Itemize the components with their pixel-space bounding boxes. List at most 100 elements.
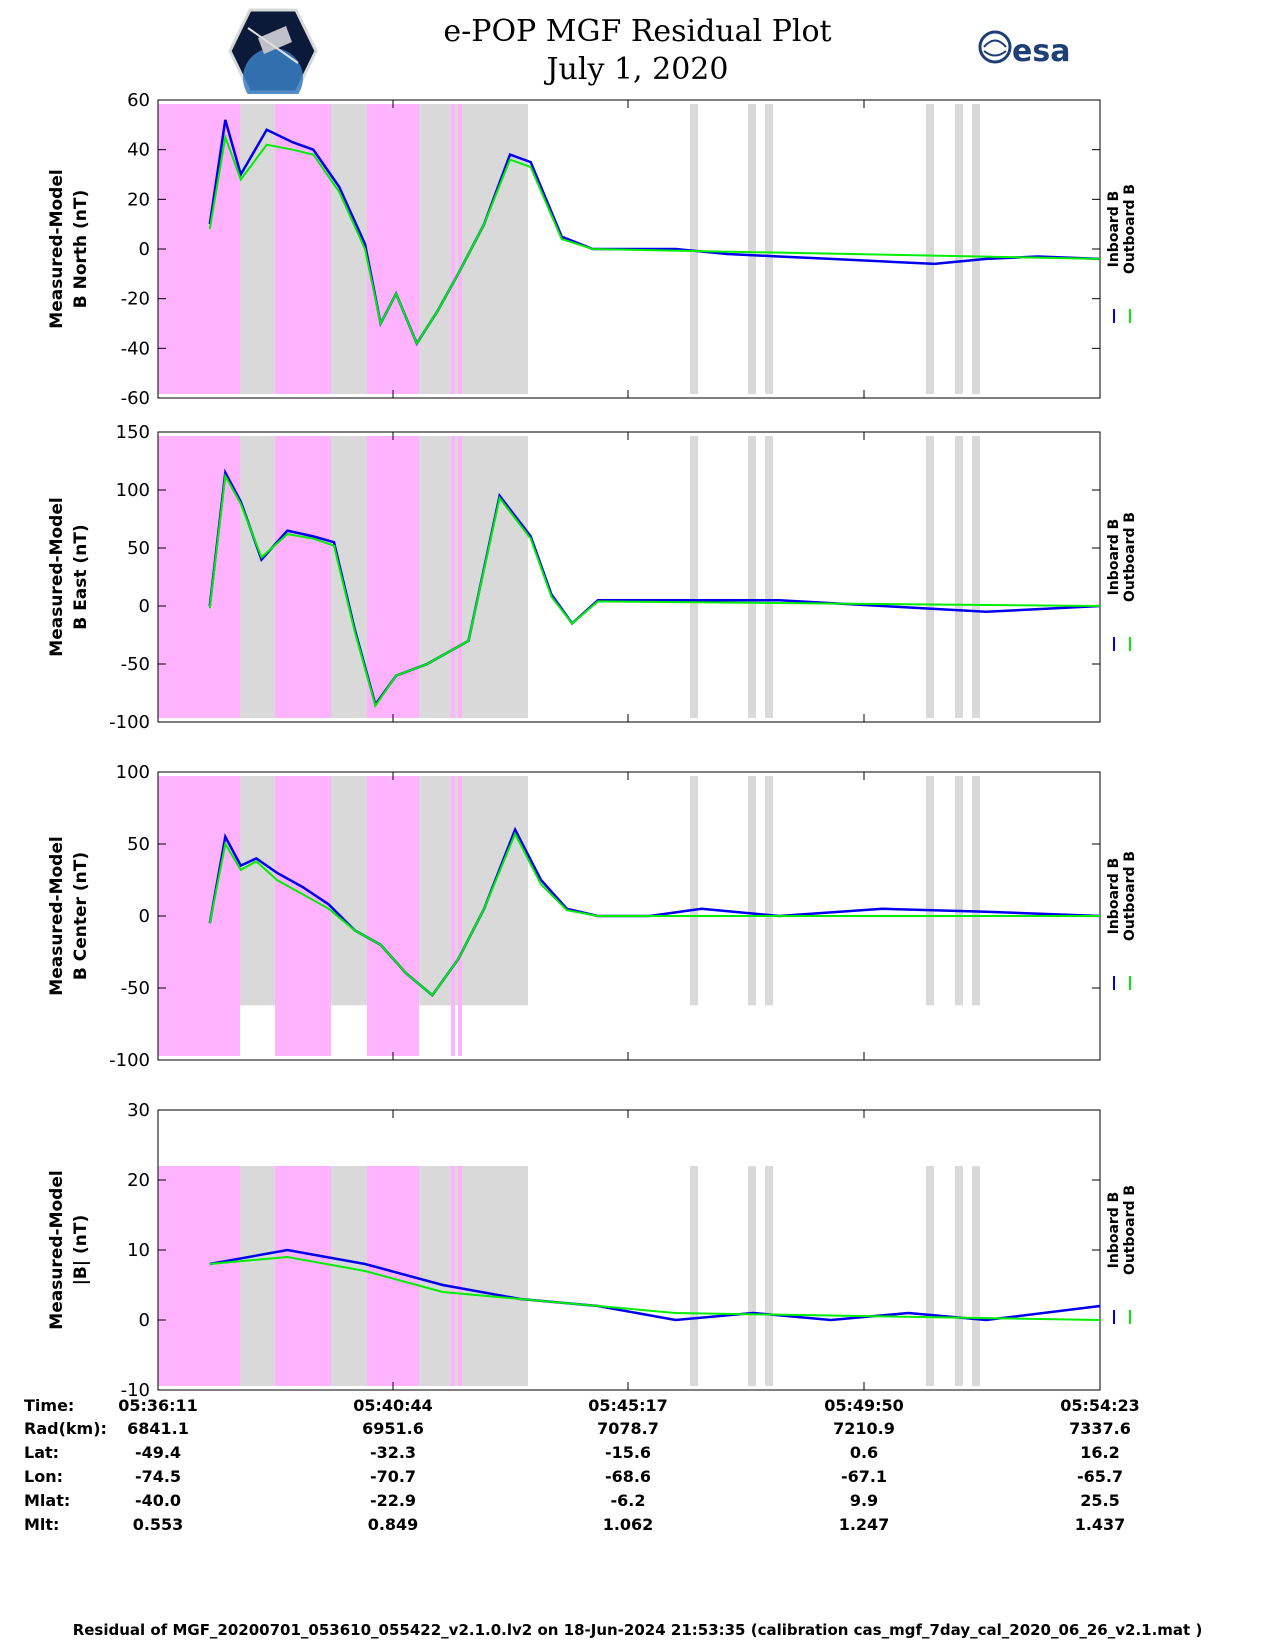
y-tick-label: 100 [116, 762, 150, 783]
table-cell: 6841.1 [127, 1419, 189, 1438]
data-gap-band [972, 104, 980, 394]
data-gap-band [331, 776, 367, 1006]
eclipse-band [275, 1166, 331, 1386]
data-gap-band [462, 776, 528, 1006]
data-gap-band [765, 104, 773, 394]
legend-label: Outboard B [1122, 184, 1138, 274]
data-gap-band [419, 104, 451, 394]
data-gap-band [240, 104, 275, 394]
eclipse-band [367, 104, 419, 394]
table-cell: 25.5 [1080, 1491, 1120, 1510]
y-tick-label: -20 [121, 289, 150, 310]
data-gap-band [955, 104, 963, 394]
plot-date: July 1, 2020 [546, 52, 729, 87]
data-gap-band [748, 1166, 756, 1386]
table-row-label: Mlt: [24, 1515, 60, 1534]
table-cell: 1.062 [602, 1515, 654, 1534]
y-tick-label: 30 [127, 1100, 150, 1121]
y-tick-label: -50 [121, 654, 150, 675]
y-tick-label: -60 [121, 388, 150, 409]
y-axis-label: B East (nT) [71, 524, 91, 629]
data-gap-band [926, 104, 934, 394]
table-cell: -74.5 [134, 1467, 182, 1486]
table-row-label: Rad(km): [24, 1419, 107, 1438]
eclipse-band [367, 776, 419, 1056]
y-tick-label: -100 [109, 1050, 150, 1071]
data-gap-band [926, 776, 934, 1006]
y-tick-label: 10 [127, 1240, 150, 1261]
data-gap-band [955, 1166, 963, 1386]
data-gap-band [240, 1166, 275, 1386]
table-cell: 05:54:23 [1060, 1396, 1140, 1415]
table-cell: 0.849 [367, 1515, 419, 1534]
data-gap-band [972, 1166, 980, 1386]
eclipse-band [275, 436, 331, 718]
eclipse-band [451, 104, 455, 394]
eclipse-band [451, 1166, 455, 1386]
y-tick-label: -50 [121, 978, 150, 999]
footer-caption: Residual of MGF_20200701_053610_055422_v… [72, 1621, 1203, 1639]
eclipse-band [451, 436, 455, 718]
y-tick-label: 150 [116, 422, 150, 443]
table-row-label: Mlat: [24, 1491, 71, 1510]
eclipse-band [367, 436, 419, 718]
series-outboard-line [208, 831, 1100, 997]
data-gap-band [455, 104, 458, 394]
data-gap-band [455, 436, 458, 718]
legend-label: Inboard B [1106, 191, 1122, 268]
eclipse-band [458, 436, 462, 718]
y-tick-label: 20 [127, 189, 150, 210]
y-tick-label: 0 [139, 596, 150, 617]
y-tick-label: 0 [139, 239, 150, 260]
esa-logo-text: esa [1012, 34, 1071, 69]
series-inboard-line [208, 119, 1101, 347]
table-cell: -22.9 [369, 1491, 417, 1510]
data-gap-band [690, 104, 698, 394]
y-tick-label: 20 [127, 1170, 150, 1191]
data-gap-band [455, 776, 458, 1006]
y-axis-label: Measured-Model [47, 836, 67, 995]
eclipse-band [458, 1166, 462, 1386]
y-tick-label: 0 [139, 906, 150, 927]
data-gap-band [419, 436, 451, 718]
eclipse-band [158, 436, 240, 718]
table-cell: 1.247 [838, 1515, 890, 1534]
eclipse-band [458, 776, 462, 1056]
data-gap-band [331, 104, 367, 394]
y-tick-label: -100 [109, 712, 150, 733]
data-gap-band [748, 436, 756, 718]
data-gap-band [462, 436, 528, 718]
esa-logo-icon [978, 30, 1012, 64]
series-inboard-line [209, 1248, 1101, 1322]
legend-label: Inboard B [1106, 1192, 1122, 1269]
data-gap-band [765, 436, 773, 718]
data-gap-band [765, 1166, 773, 1386]
data-gap-band [926, 1166, 934, 1386]
y-tick-label: 100 [116, 480, 150, 501]
eclipse-band [158, 1166, 240, 1386]
legend-label: Outboard B [1122, 512, 1138, 602]
legend-label: Outboard B [1122, 851, 1138, 941]
plot-title: e-POP MGF Residual Plot [443, 14, 832, 49]
legend-label: Inboard B [1106, 858, 1122, 935]
table-cell: -40.0 [134, 1491, 182, 1510]
eclipse-band [158, 776, 240, 1056]
table-cell: 16.2 [1080, 1443, 1120, 1462]
table-cell: 05:36:11 [118, 1396, 198, 1415]
table-row-label: Lon: [24, 1467, 63, 1486]
eclipse-band [458, 104, 462, 394]
y-tick-label: 40 [127, 140, 150, 161]
series-outboard-line [209, 1255, 1101, 1321]
y-axis-label: Measured-Model [47, 497, 67, 656]
series-outboard-line [208, 133, 1101, 346]
table-cell: 6951.6 [362, 1419, 424, 1438]
legend-label: Outboard B [1122, 1185, 1138, 1275]
y-axis-label: B Center (nT) [71, 852, 91, 980]
eclipse-band [275, 776, 331, 1056]
table-cell: -32.3 [369, 1443, 417, 1462]
data-gap-band [690, 436, 698, 718]
data-gap-band [955, 436, 963, 718]
table-cell: 0.553 [132, 1515, 184, 1534]
table-cell: 05:49:50 [824, 1396, 904, 1415]
